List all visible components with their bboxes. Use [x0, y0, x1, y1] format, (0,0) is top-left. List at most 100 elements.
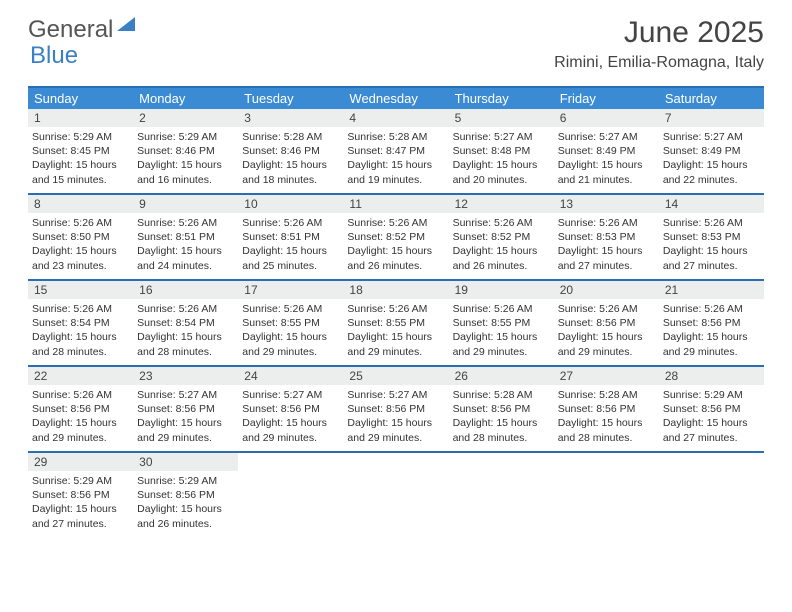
- daylight-line: Daylight: 15 hours and 25 minutes.: [242, 244, 339, 272]
- sunrise-line: Sunrise: 5:26 AM: [453, 302, 550, 316]
- sunrise-line: Sunrise: 5:26 AM: [347, 216, 444, 230]
- week-row: 15Sunrise: 5:26 AMSunset: 8:54 PMDayligh…: [28, 281, 764, 367]
- daylight-line: Daylight: 15 hours and 28 minutes.: [558, 416, 655, 444]
- day-cell: 9Sunrise: 5:26 AMSunset: 8:51 PMDaylight…: [133, 195, 238, 279]
- sunrise-line: Sunrise: 5:26 AM: [137, 216, 234, 230]
- sunset-line: Sunset: 8:52 PM: [453, 230, 550, 244]
- day-number: 13: [554, 195, 659, 213]
- sunset-line: Sunset: 8:56 PM: [32, 402, 129, 416]
- daylight-line: Daylight: 15 hours and 15 minutes.: [32, 158, 129, 186]
- day-cell: 3Sunrise: 5:28 AMSunset: 8:46 PMDaylight…: [238, 109, 343, 193]
- day-number: 10: [238, 195, 343, 213]
- day-number: 24: [238, 367, 343, 385]
- sunrise-line: Sunrise: 5:26 AM: [32, 302, 129, 316]
- day-number: 18: [343, 281, 448, 299]
- logo: General: [28, 16, 137, 44]
- daylight-line: Daylight: 15 hours and 26 minutes.: [347, 244, 444, 272]
- logo-triangle-icon: [117, 17, 135, 31]
- sunrise-line: Sunrise: 5:28 AM: [453, 388, 550, 402]
- sunset-line: Sunset: 8:56 PM: [32, 488, 129, 502]
- sunrise-line: Sunrise: 5:27 AM: [137, 388, 234, 402]
- logo-text-blue: Blue: [30, 42, 78, 70]
- day-cell: 27Sunrise: 5:28 AMSunset: 8:56 PMDayligh…: [554, 367, 659, 451]
- day-number: 7: [659, 109, 764, 127]
- daylight-line: Daylight: 15 hours and 27 minutes.: [663, 416, 760, 444]
- dayname-wed: Wednesday: [343, 88, 448, 109]
- day-number: 11: [343, 195, 448, 213]
- sunrise-line: Sunrise: 5:27 AM: [453, 130, 550, 144]
- sunrise-line: Sunrise: 5:29 AM: [137, 130, 234, 144]
- sunrise-line: Sunrise: 5:26 AM: [347, 302, 444, 316]
- day-number: 28: [659, 367, 764, 385]
- sunrise-line: Sunrise: 5:28 AM: [242, 130, 339, 144]
- day-cell: 25Sunrise: 5:27 AMSunset: 8:56 PMDayligh…: [343, 367, 448, 451]
- daylight-line: Daylight: 15 hours and 29 minutes.: [453, 330, 550, 358]
- daylight-line: Daylight: 15 hours and 16 minutes.: [137, 158, 234, 186]
- location-subtitle: Rimini, Emilia-Romagna, Italy: [554, 54, 764, 72]
- day-cell: 11 Sunrise: 5:26 AMSunset: 8:52 PMDayligh…: [343, 195, 448, 279]
- daylight-line: Daylight: 15 hours and 28 minutes.: [137, 330, 234, 358]
- week-row: 8Sunrise: 5:26 AMSunset: 8:50 PMDaylight…: [28, 195, 764, 281]
- sunrise-line: Sunrise: 5:26 AM: [242, 216, 339, 230]
- daylight-line: Daylight: 15 hours and 20 minutes.: [453, 158, 550, 186]
- dayname-tue: Tuesday: [238, 88, 343, 109]
- sunset-line: Sunset: 8:56 PM: [453, 402, 550, 416]
- week-row: 29Sunrise: 5:29 AMSunset: 8:56 PMDayligh…: [28, 453, 764, 537]
- day-cell: 17Sunrise: 5:26 AMSunset: 8:55 PMDayligh…: [238, 281, 343, 365]
- calendar: Sunday Monday Tuesday Wednesday Thursday…: [28, 86, 764, 537]
- daylight-line: Daylight: 15 hours and 18 minutes.: [242, 158, 339, 186]
- sunrise-line: Sunrise: 5:26 AM: [558, 302, 655, 316]
- sunrise-line: Sunrise: 5:29 AM: [663, 388, 760, 402]
- day-number: 6: [554, 109, 659, 127]
- day-number: 15: [28, 281, 133, 299]
- sunset-line: Sunset: 8:56 PM: [347, 402, 444, 416]
- sunset-line: Sunset: 8:47 PM: [347, 144, 444, 158]
- dayname-sun: Sunday: [28, 88, 133, 109]
- sunrise-line: Sunrise: 5:27 AM: [242, 388, 339, 402]
- day-number: 1: [28, 109, 133, 127]
- day-number: 16: [133, 281, 238, 299]
- day-cell: 6Sunrise: 5:27 AMSunset: 8:49 PMDaylight…: [554, 109, 659, 193]
- day-cell: 20Sunrise: 5:26 AMSunset: 8:56 PMDayligh…: [554, 281, 659, 365]
- day-cell: 4Sunrise: 5:28 AMSunset: 8:47 PMDaylight…: [343, 109, 448, 193]
- title-block: June 2025 Rimini, Emilia-Romagna, Italy: [554, 16, 764, 72]
- sunset-line: Sunset: 8:49 PM: [663, 144, 760, 158]
- sunset-line: Sunset: 8:46 PM: [137, 144, 234, 158]
- sunrise-line: Sunrise: 5:28 AM: [347, 130, 444, 144]
- daylight-line: Daylight: 15 hours and 19 minutes.: [347, 158, 444, 186]
- day-cell: 14Sunrise: 5:26 AMSunset: 8:53 PMDayligh…: [659, 195, 764, 279]
- day-cell: 7Sunrise: 5:27 AMSunset: 8:49 PMDaylight…: [659, 109, 764, 193]
- sunrise-line: Sunrise: 5:27 AM: [347, 388, 444, 402]
- day-number: 9: [133, 195, 238, 213]
- day-cell: 5Sunrise: 5:27 AMSunset: 8:48 PMDaylight…: [449, 109, 554, 193]
- daylight-line: Daylight: 15 hours and 28 minutes.: [32, 330, 129, 358]
- daylight-line: Daylight: 15 hours and 27 minutes.: [32, 502, 129, 530]
- sunset-line: Sunset: 8:53 PM: [663, 230, 760, 244]
- day-number: 20: [554, 281, 659, 299]
- daylight-line: Daylight: 15 hours and 28 minutes.: [453, 416, 550, 444]
- sunset-line: Sunset: 8:54 PM: [32, 316, 129, 330]
- daylight-line: Daylight: 15 hours and 26 minutes.: [453, 244, 550, 272]
- sunset-line: Sunset: 8:51 PM: [242, 230, 339, 244]
- day-cell: 2Sunrise: 5:29 AMSunset: 8:46 PMDaylight…: [133, 109, 238, 193]
- daylight-line: Daylight: 15 hours and 29 minutes.: [558, 330, 655, 358]
- day-number: 25: [343, 367, 448, 385]
- day-cell: 18Sunrise: 5:26 AMSunset: 8:55 PMDayligh…: [343, 281, 448, 365]
- weeks-container: 1Sunrise: 5:29 AMSunset: 8:45 PMDaylight…: [28, 109, 764, 537]
- daylight-line: Daylight: 15 hours and 29 minutes.: [242, 330, 339, 358]
- day-cell: 8Sunrise: 5:26 AMSunset: 8:50 PMDaylight…: [28, 195, 133, 279]
- day-number: 21: [659, 281, 764, 299]
- sunrise-line: Sunrise: 5:27 AM: [558, 130, 655, 144]
- sunset-line: Sunset: 8:56 PM: [663, 402, 760, 416]
- daylight-line: Daylight: 15 hours and 29 minutes.: [242, 416, 339, 444]
- day-number: 12: [449, 195, 554, 213]
- daylight-line: Daylight: 15 hours and 27 minutes.: [558, 244, 655, 272]
- sunrise-line: Sunrise: 5:29 AM: [32, 474, 129, 488]
- sunset-line: Sunset: 8:55 PM: [347, 316, 444, 330]
- sunset-line: Sunset: 8:46 PM: [242, 144, 339, 158]
- daylight-line: Daylight: 15 hours and 24 minutes.: [137, 244, 234, 272]
- day-cell: 30Sunrise: 5:29 AMSunset: 8:56 PMDayligh…: [133, 453, 238, 537]
- sunset-line: Sunset: 8:52 PM: [347, 230, 444, 244]
- sunrise-line: Sunrise: 5:26 AM: [242, 302, 339, 316]
- day-cell: 24Sunrise: 5:27 AMSunset: 8:56 PMDayligh…: [238, 367, 343, 451]
